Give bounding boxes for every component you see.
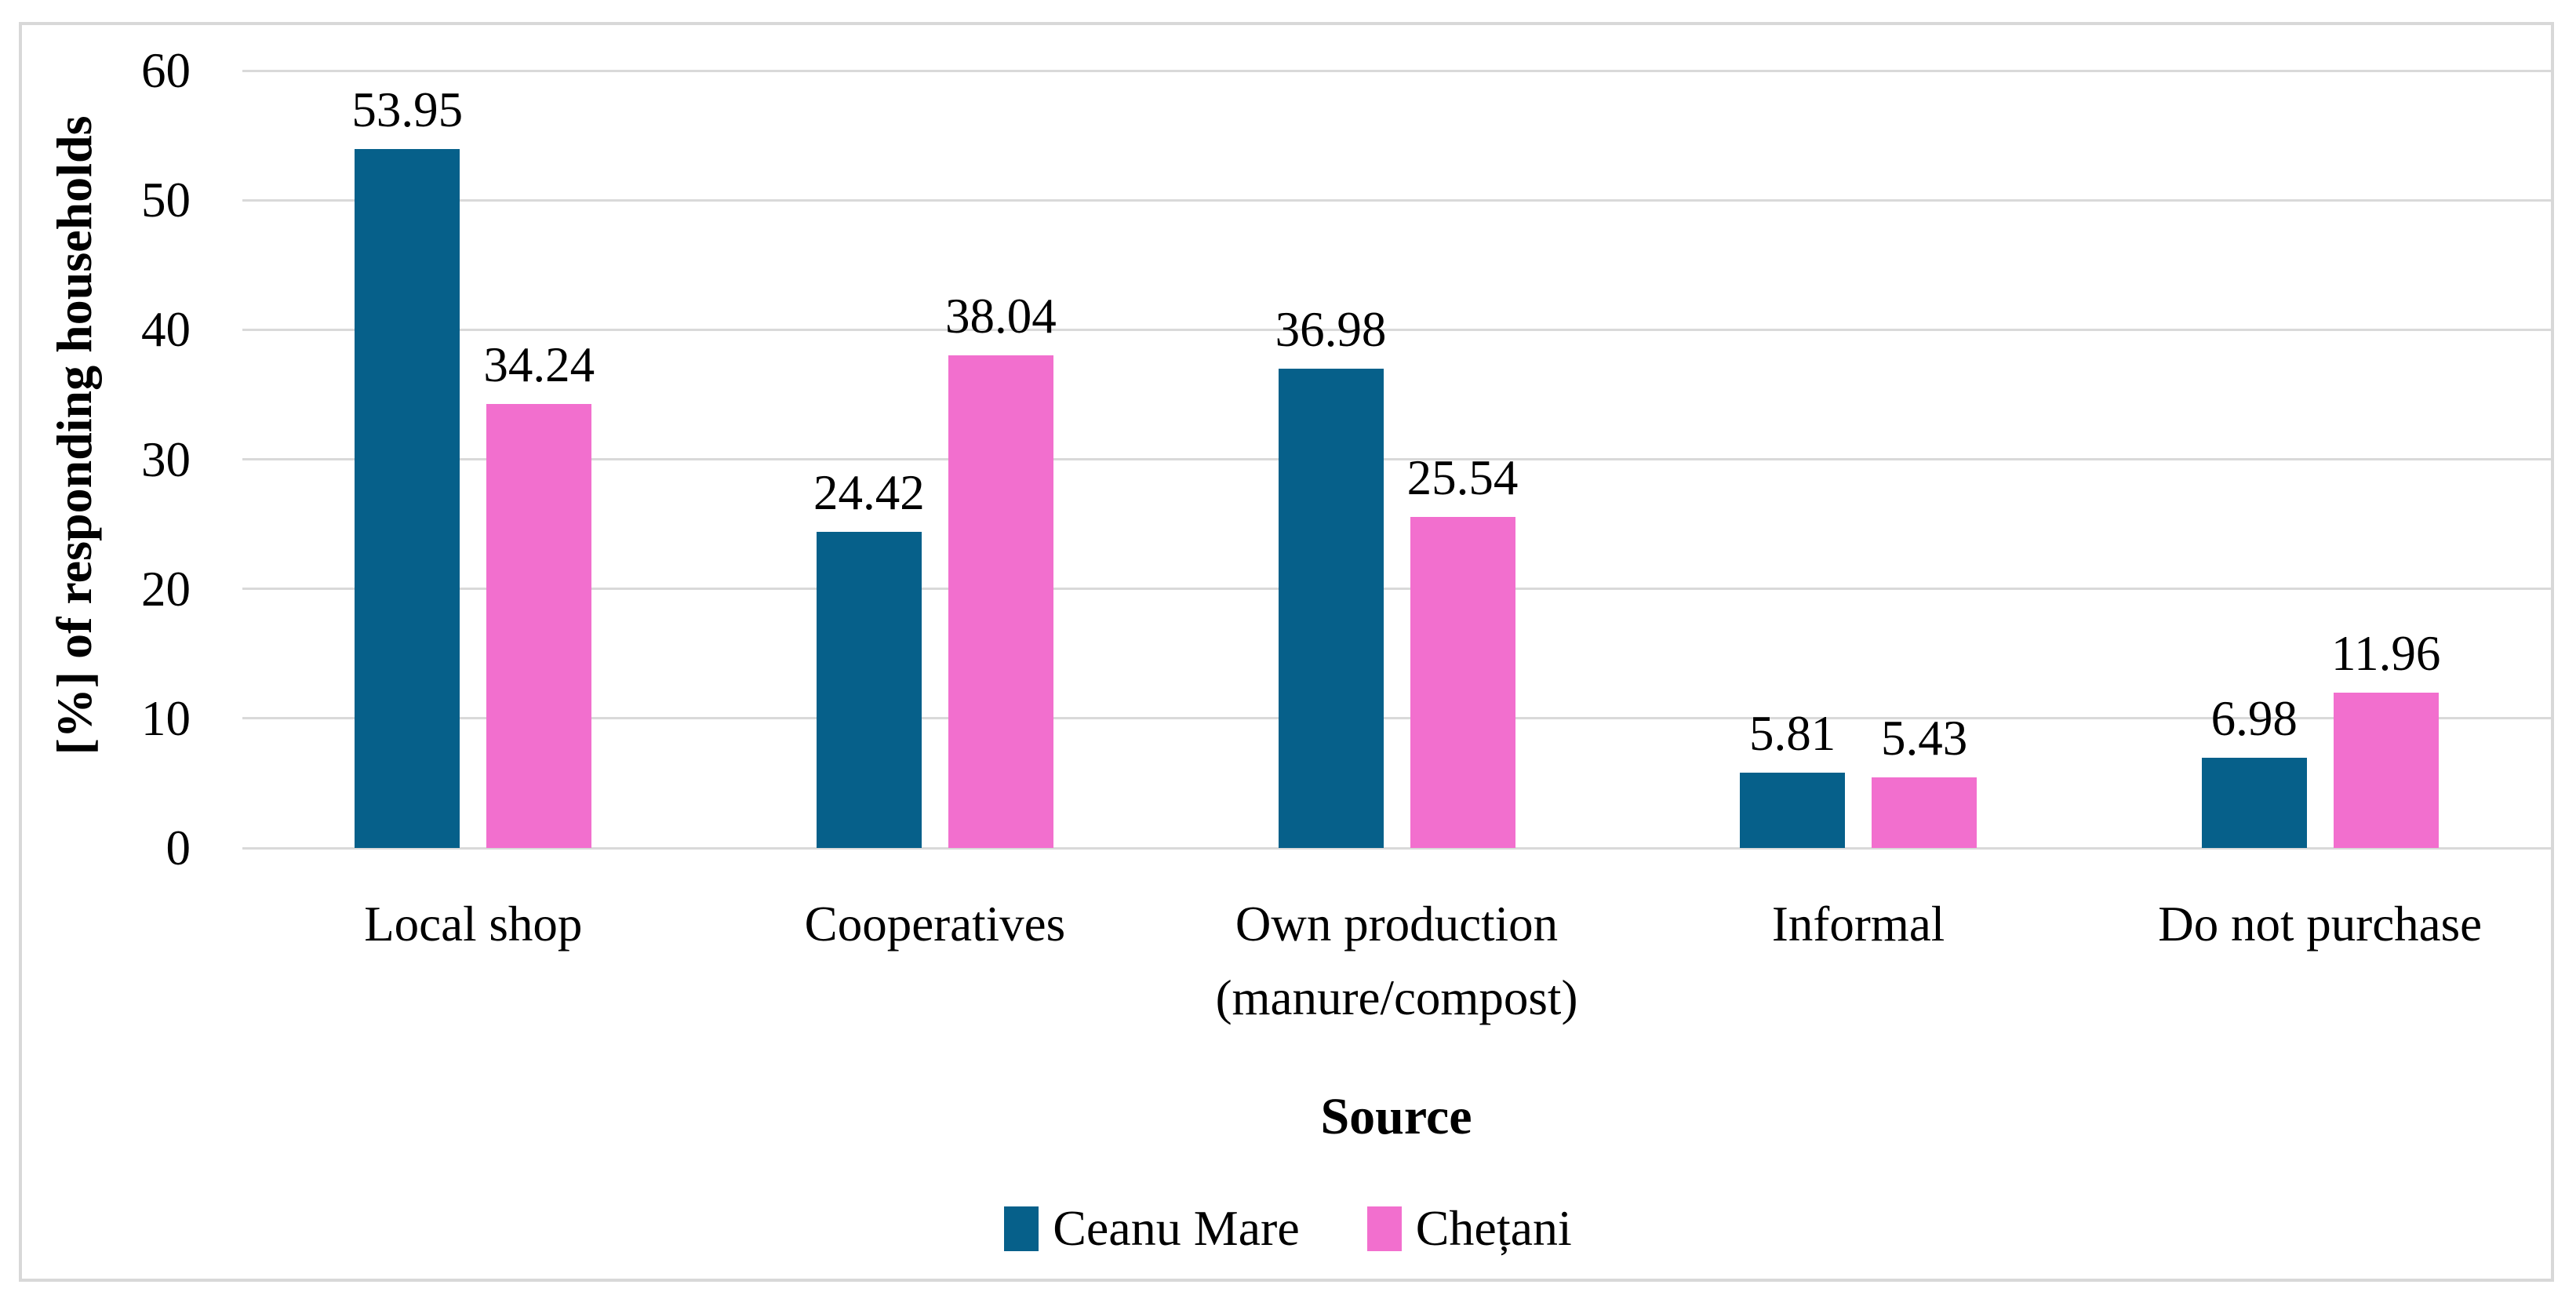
- value-label-chețani-informal: 5.43: [1880, 711, 1968, 766]
- gridline-y-30: [242, 458, 2551, 460]
- x-axis-title: Source: [1320, 1088, 1472, 1145]
- x-category-label-cooperatives: Cooperatives: [804, 897, 1066, 952]
- value-label-ceanu-mare-cooperatives: 24.42: [813, 464, 925, 520]
- x-category-label-informal: Informal: [1771, 897, 1945, 952]
- x-category-label-do-not-purchase: Do not purchase: [2158, 897, 2483, 952]
- value-label-chețani-own-production-manure-compost: 25.54: [1406, 450, 1519, 506]
- bar-ceanu-mare-cooperatives: [816, 531, 922, 848]
- value-label-chețani-do-not-purchase: 11.96: [2330, 626, 2441, 682]
- legend: Ceanu Mare Chețani: [0, 1199, 2576, 1258]
- value-label-ceanu-mare-own-production-manure-compost: 36.98: [1275, 302, 1387, 358]
- bar-chețani-local-shop: [486, 404, 592, 848]
- value-label-chețani-local-shop: 34.24: [483, 337, 595, 393]
- gridline-y-60: [242, 69, 2551, 72]
- gridline-y-20: [242, 588, 2551, 591]
- y-tick-label-0: 0: [166, 821, 191, 875]
- x-category-label-local-shop: Local shop: [364, 897, 583, 952]
- bar-ceanu-mare-local-shop: [355, 148, 460, 848]
- value-label-ceanu-mare-informal: 5.81: [1748, 706, 1836, 762]
- legend-label-ceanu-mare: Ceanu Mare: [1053, 1200, 1300, 1256]
- y-tick-label-40: 40: [141, 302, 191, 358]
- gridline-y-40: [242, 328, 2551, 331]
- legend-item-ceanu-mare: Ceanu Mare: [1004, 1199, 1300, 1258]
- gridline-y-0: [242, 846, 2551, 850]
- y-tick-label-50: 50: [141, 173, 191, 228]
- y-tick-label-60: 60: [141, 43, 191, 98]
- x-category-label-own-production-manure-compost: Own production (manure/compost): [1215, 897, 1578, 1025]
- value-label-chețani-cooperatives: 38.04: [945, 288, 1057, 344]
- legend-label-chețani: Chețani: [1415, 1200, 1572, 1256]
- gridline-y-10: [242, 717, 2551, 720]
- y-tick-label-30: 30: [141, 431, 191, 487]
- legend-swatch-ceanu-mare: [1004, 1206, 1039, 1251]
- bar-chețani-own-production-manure-compost: [1410, 517, 1515, 848]
- bar-chețani-do-not-purchase: [2333, 693, 2439, 848]
- bar-ceanu-mare-informal: [1740, 773, 1846, 848]
- y-tick-label-20: 20: [141, 561, 191, 617]
- bar-chețani-informal: [1872, 777, 1977, 848]
- y-tick-label-10: 10: [141, 690, 191, 746]
- legend-swatch-chețani: [1366, 1206, 1402, 1251]
- bar-ceanu-mare-own-production-manure-compost: [1278, 369, 1384, 848]
- value-label-ceanu-mare-local-shop: 53.95: [351, 82, 464, 137]
- value-label-ceanu-mare-do-not-purchase: 6.98: [2210, 690, 2298, 746]
- gridline-y-50: [242, 198, 2551, 202]
- bar-ceanu-mare-do-not-purchase: [2201, 757, 2307, 848]
- bar-chețani-cooperatives: [948, 355, 1053, 848]
- legend-item-chețani: Chețani: [1366, 1199, 1572, 1258]
